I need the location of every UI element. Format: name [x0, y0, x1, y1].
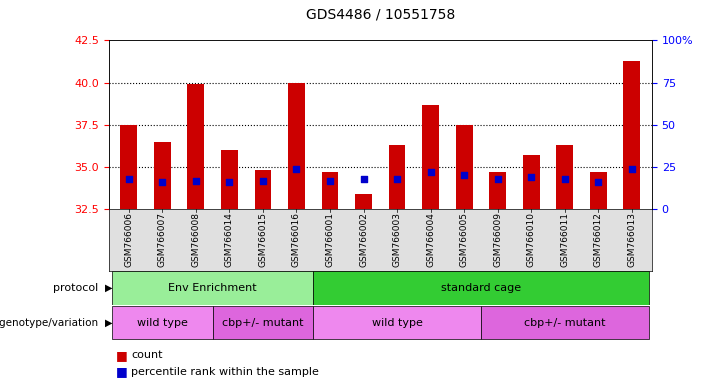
Text: GSM766015: GSM766015 [259, 212, 267, 267]
Text: wild type: wild type [137, 318, 188, 328]
Point [391, 176, 402, 182]
Bar [121, 125, 137, 209]
Bar [623, 61, 640, 209]
Point [526, 174, 537, 180]
FancyBboxPatch shape [112, 306, 212, 339]
Text: ▶: ▶ [105, 283, 113, 293]
Bar [388, 145, 405, 209]
Point [492, 176, 503, 182]
Point [358, 176, 369, 182]
Point [425, 169, 436, 175]
Bar [254, 170, 271, 209]
Text: cbp+/- mutant: cbp+/- mutant [524, 318, 606, 328]
Bar [489, 172, 506, 209]
Point [123, 176, 135, 182]
Text: standard cage: standard cage [441, 283, 521, 293]
Text: GSM766002: GSM766002 [359, 212, 368, 267]
Text: GSM766010: GSM766010 [526, 212, 536, 267]
FancyBboxPatch shape [313, 306, 481, 339]
Point [190, 177, 201, 184]
Text: cbp+/- mutant: cbp+/- mutant [222, 318, 304, 328]
Text: GSM766008: GSM766008 [191, 212, 200, 267]
Bar [355, 194, 372, 209]
Text: ■: ■ [116, 365, 131, 378]
Point [458, 172, 470, 179]
Point [157, 179, 168, 185]
Text: GDS4486 / 10551758: GDS4486 / 10551758 [306, 7, 455, 21]
Bar [456, 125, 472, 209]
Point [592, 179, 604, 185]
Text: GSM766007: GSM766007 [158, 212, 167, 267]
Bar [154, 142, 171, 209]
Text: GSM766004: GSM766004 [426, 212, 435, 267]
Text: ■: ■ [116, 349, 131, 362]
Text: protocol: protocol [53, 283, 102, 293]
Text: GSM766012: GSM766012 [594, 212, 603, 267]
Text: GSM766001: GSM766001 [325, 212, 334, 267]
Bar [288, 83, 305, 209]
Bar [523, 155, 540, 209]
Text: wild type: wild type [372, 318, 423, 328]
Text: GSM766011: GSM766011 [560, 212, 569, 267]
Text: GSM766009: GSM766009 [494, 212, 502, 267]
Bar [422, 104, 439, 209]
Bar [187, 84, 204, 209]
Point [224, 179, 235, 185]
Point [626, 166, 637, 172]
Text: GSM766014: GSM766014 [225, 212, 234, 267]
FancyBboxPatch shape [481, 306, 648, 339]
Point [559, 176, 571, 182]
Bar [557, 145, 573, 209]
FancyBboxPatch shape [212, 306, 313, 339]
Text: GSM766013: GSM766013 [627, 212, 637, 267]
Text: Env Enrichment: Env Enrichment [168, 283, 257, 293]
Bar [322, 172, 339, 209]
Point [325, 177, 336, 184]
Text: GSM766006: GSM766006 [124, 212, 133, 267]
Text: genotype/variation: genotype/variation [0, 318, 102, 328]
Bar [590, 172, 606, 209]
Text: ▶: ▶ [105, 318, 113, 328]
Point [257, 177, 268, 184]
Point [291, 166, 302, 172]
Bar [221, 150, 238, 209]
Text: GSM766016: GSM766016 [292, 212, 301, 267]
Text: percentile rank within the sample: percentile rank within the sample [131, 367, 319, 377]
Text: GSM766003: GSM766003 [393, 212, 402, 267]
Text: GSM766005: GSM766005 [460, 212, 469, 267]
FancyBboxPatch shape [313, 271, 648, 305]
Text: count: count [131, 350, 163, 360]
FancyBboxPatch shape [112, 271, 313, 305]
